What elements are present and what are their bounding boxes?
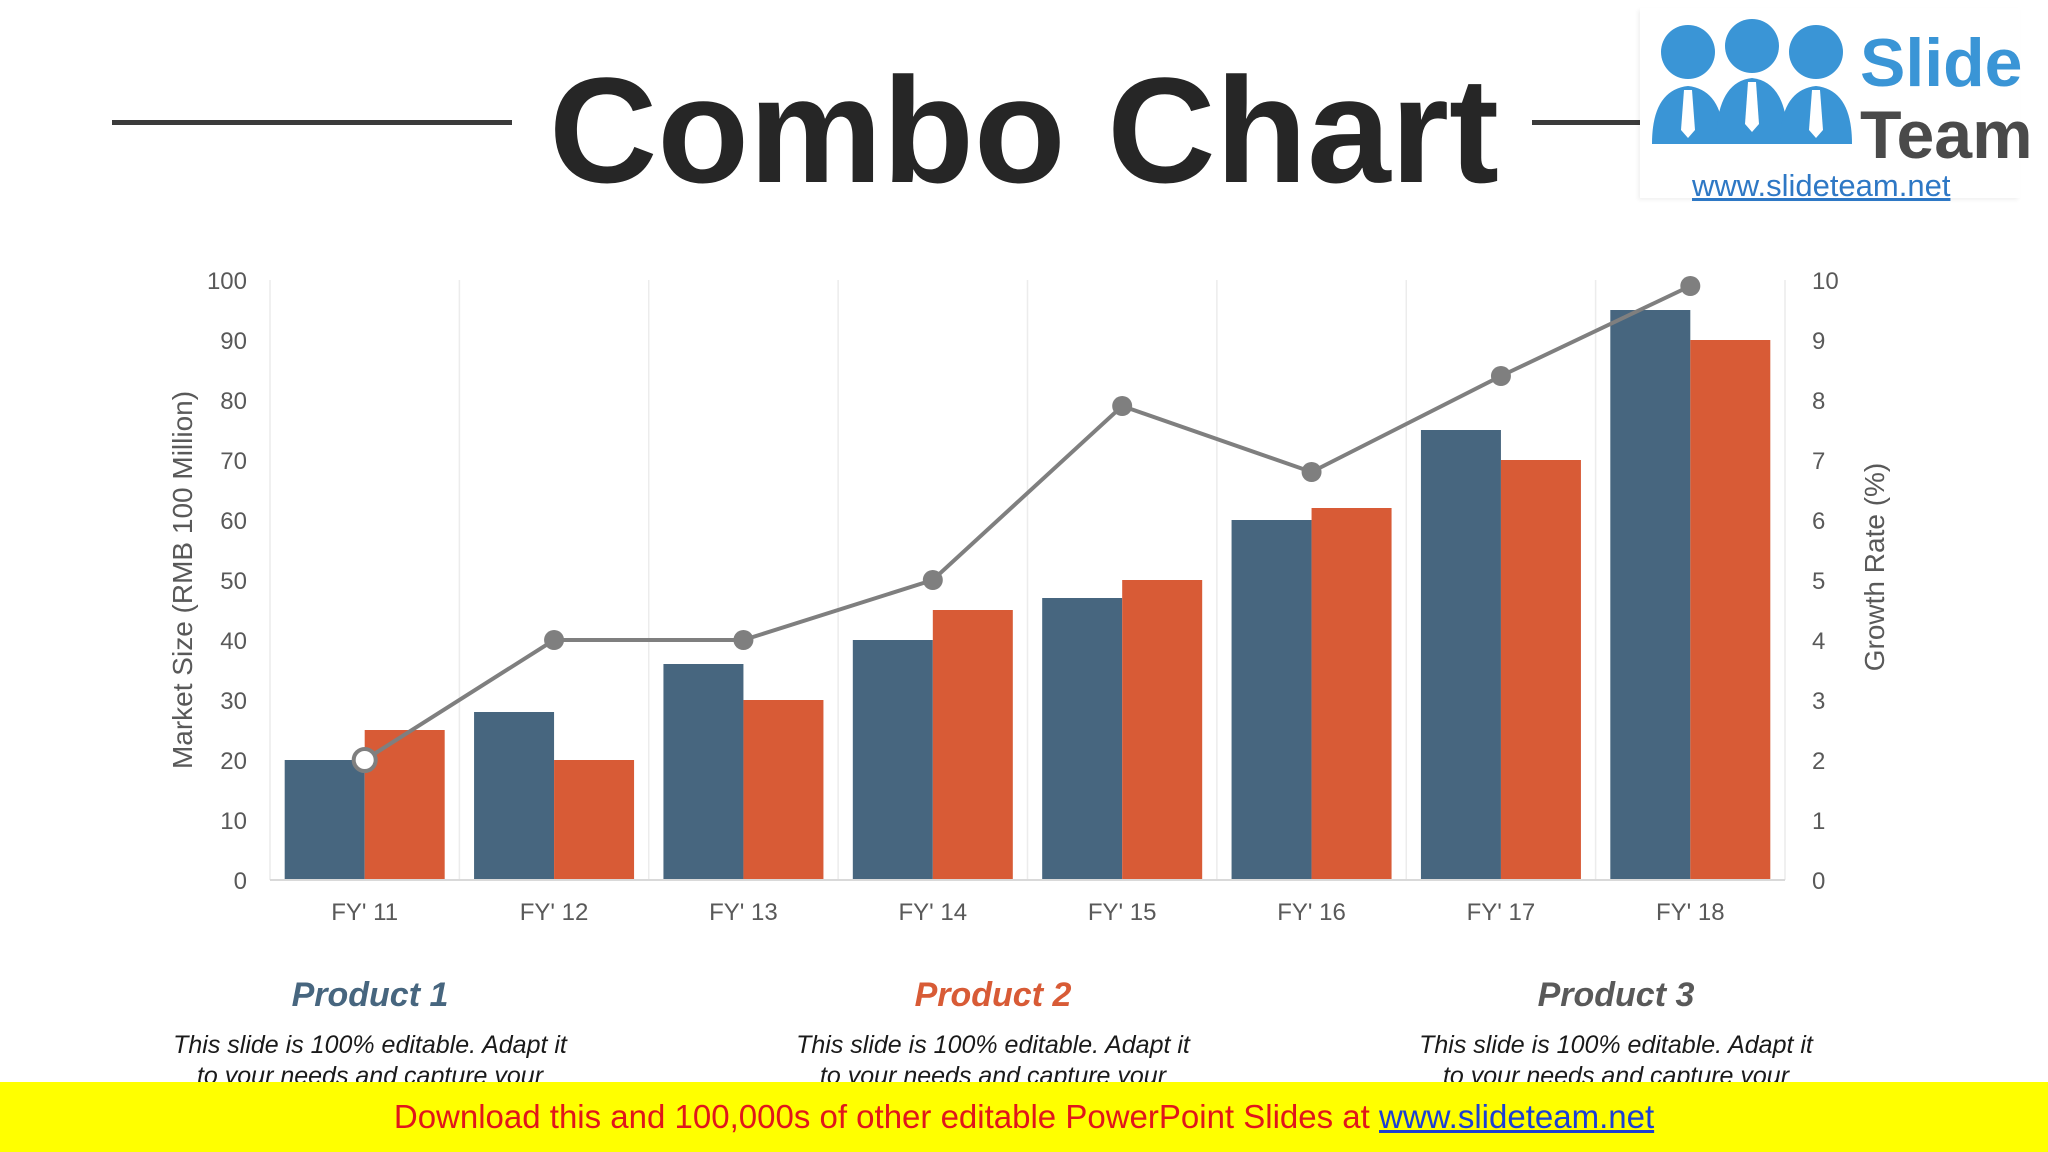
bar-series0-6 — [1420, 430, 1501, 880]
bar-series1-4 — [1122, 580, 1203, 880]
line-point-2 — [733, 630, 754, 650]
y2-tick-label: 9 — [1812, 328, 1825, 355]
y2-tick-label: 6 — [1812, 508, 1825, 535]
logo-url-link[interactable]: www.slideteam.net — [1692, 168, 1951, 203]
title-rule-left — [112, 120, 512, 125]
product-3-title: Product 3 — [1537, 976, 1695, 1014]
x-tick-label: FY' 12 — [520, 899, 589, 926]
bar-series1-0 — [364, 730, 445, 880]
y-tick-label: 10 — [220, 808, 247, 835]
x-tick-label: FY' 14 — [899, 899, 968, 926]
y2-tick-label: 10 — [1812, 268, 1839, 295]
bar-series1-2 — [743, 700, 824, 880]
bar-series1-1 — [554, 760, 635, 880]
y-tick-label: 100 — [207, 268, 247, 295]
slideteam-logo[interactable]: Slide Team www.slideteam.net — [1640, 8, 2033, 203]
title-rule-right — [1532, 120, 1672, 125]
bar-series0-1 — [474, 712, 555, 880]
growth-rate-line — [363, 284, 1692, 762]
line-point-0 — [351, 747, 378, 773]
logo-text-team: Team — [1860, 97, 2033, 173]
y-tick-label: 70 — [220, 448, 247, 475]
bar-series0-5 — [1231, 520, 1312, 880]
line-point-1 — [544, 630, 565, 650]
product-desc-line: This slide is 100% editable. Adapt it — [173, 1031, 567, 1059]
y-tick-label: 90 — [220, 328, 247, 355]
product-1-title: Product 1 — [291, 976, 449, 1014]
x-tick-label: FY' 17 — [1467, 899, 1536, 926]
three-people-icon — [1652, 19, 1852, 144]
line-point-4 — [1112, 396, 1133, 416]
y-axis-title: Market Size (RMB 100 Million) — [167, 391, 198, 769]
banner-text: Download this and 100,000s of other edit… — [393, 1098, 1379, 1135]
line-point-7 — [1680, 276, 1701, 296]
x-tick-label: FY' 13 — [709, 899, 778, 926]
download-banner: Download this and 100,000s of other edit… — [0, 1082, 2048, 1152]
bar-series0-2 — [663, 664, 744, 880]
x-tick-label: FY' 15 — [1088, 899, 1157, 926]
y2-tick-label: 8 — [1812, 388, 1825, 415]
y2-tick-label: 2 — [1812, 748, 1825, 775]
line-point-5 — [1301, 462, 1322, 482]
y-tick-label: 80 — [220, 388, 247, 415]
y-tick-label: 40 — [220, 628, 247, 655]
bar-series1-5 — [1311, 508, 1392, 880]
y-tick-label: 20 — [220, 748, 247, 775]
y-tick-label: 30 — [220, 688, 247, 715]
product-desc-line: This slide is 100% editable. Adapt it — [796, 1031, 1190, 1059]
x-tick-label: FY' 18 — [1656, 899, 1725, 926]
logo-text-slide: Slide — [1860, 25, 2023, 101]
y2-tick-label: 7 — [1812, 448, 1825, 475]
x-tick-label: FY' 16 — [1277, 899, 1346, 926]
slide-title: Combo Chart — [549, 46, 1499, 214]
line-point-6 — [1490, 366, 1511, 386]
bar-series1-7 — [1690, 340, 1771, 880]
y2-tick-label: 4 — [1812, 628, 1825, 655]
y2-tick-label: 1 — [1812, 808, 1825, 835]
banner-link[interactable]: www.slideteam.net — [1379, 1098, 1655, 1135]
x-tick-label: FY' 11 — [331, 899, 398, 926]
bar-series0-0 — [284, 760, 365, 880]
product-desc-line: This slide is 100% editable. Adapt it — [1419, 1031, 1813, 1059]
y-tick-label: 50 — [220, 568, 247, 595]
y-tick-label: 60 — [220, 508, 247, 535]
bar-series1-6 — [1500, 460, 1581, 880]
y2-tick-label: 5 — [1812, 568, 1825, 595]
y2-tick-label: 3 — [1812, 688, 1825, 715]
line-point-3 — [922, 570, 943, 590]
y2-tick-label: 0 — [1812, 868, 1825, 895]
product-2-title: Product 2 — [914, 976, 1072, 1014]
y2-axis-title: Growth Rate (%) — [1859, 463, 1890, 672]
bar-series0-4 — [1042, 598, 1123, 880]
bar-series0-3 — [852, 640, 933, 880]
y-tick-label: 0 — [234, 868, 247, 895]
bar-series0-7 — [1610, 310, 1691, 880]
bar-series1-3 — [932, 610, 1013, 880]
